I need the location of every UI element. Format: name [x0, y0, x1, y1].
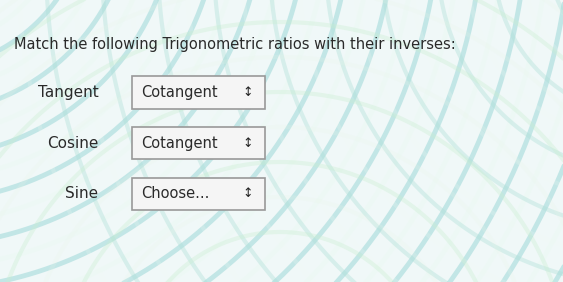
- FancyBboxPatch shape: [132, 127, 265, 159]
- FancyBboxPatch shape: [132, 76, 265, 109]
- Text: Cosine: Cosine: [47, 136, 99, 151]
- FancyBboxPatch shape: [132, 178, 265, 210]
- Text: Tangent: Tangent: [38, 85, 99, 100]
- Text: Match the following Trigonometric ratios with their inverses:: Match the following Trigonometric ratios…: [14, 37, 456, 52]
- Text: ↕: ↕: [242, 187, 253, 201]
- Text: Sine: Sine: [65, 186, 99, 201]
- Text: Cotangent: Cotangent: [141, 85, 218, 100]
- Text: ↕: ↕: [242, 86, 253, 99]
- Text: ↕: ↕: [242, 136, 253, 150]
- Text: Cotangent: Cotangent: [141, 136, 218, 151]
- Text: Choose...: Choose...: [141, 186, 210, 201]
